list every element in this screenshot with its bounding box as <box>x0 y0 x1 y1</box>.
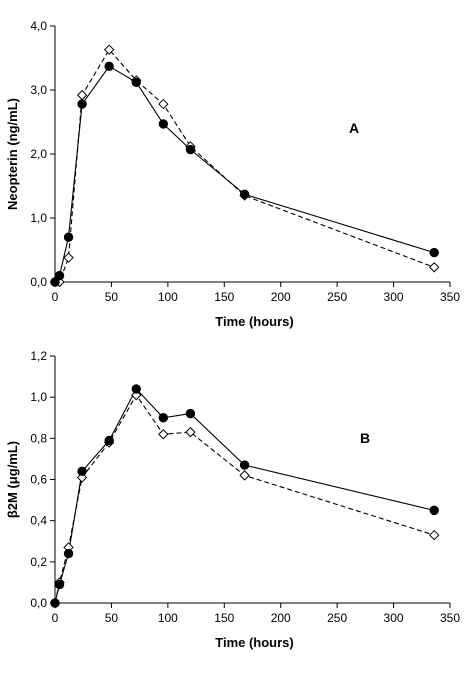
chart-b-series-1-point <box>104 435 114 446</box>
chart-a-series-2-point <box>76 89 88 101</box>
chart-a-x-tick-label: 200 <box>271 290 291 304</box>
chart-a-series-1-point <box>239 189 250 200</box>
chart-b-series-1-point <box>63 548 74 559</box>
chart-a-series-1-point <box>77 99 87 109</box>
chart-b-x-tick-label: 50 <box>105 611 119 625</box>
chart-a-series-2-point <box>63 252 74 263</box>
chart-a-y-tick-label: 3,0 <box>30 83 47 97</box>
chart-a-y-axis-label: Neopterin (ng/mL) <box>5 98 20 210</box>
chart-a-series-1-point <box>50 277 60 287</box>
chart-b-series-2-line <box>54 394 435 604</box>
chart-b-y-tick-label: 0,6 <box>30 473 47 487</box>
chart-a-series-1-line <box>54 65 435 283</box>
chart-b-y-axis-label: β2M (μg/mL) <box>5 441 20 518</box>
chart-b-series-2-point <box>131 389 142 401</box>
chart-panel-b: 0,0 0,2 0,4 0,6 0,8 1,0 1,2 0 50 100 150 200 250 300 3… <box>5 349 460 650</box>
chart-a-y-tick-label: 0,0 <box>30 275 47 289</box>
chart-a-y-tick-label: 2,0 <box>30 147 47 161</box>
chart-b-series-1-point <box>131 384 141 394</box>
chart-b-x-tick-label: 200 <box>271 611 291 625</box>
chart-b-series-1-point <box>239 460 250 470</box>
chart-a-panel-label: A <box>349 120 359 136</box>
chart-a-x-tick-label: 100 <box>158 290 178 304</box>
chart-a-x-tick-label: 150 <box>214 290 234 304</box>
chart-a-series-1-point <box>131 77 141 88</box>
chart-b-x-tick-label: 0 <box>52 611 59 625</box>
chart-b-series-1-point <box>158 413 169 423</box>
chart-b-series-1-point <box>50 598 60 608</box>
chart-a-series-1-point <box>185 144 196 155</box>
chart-a-x-tick-label: 350 <box>440 290 460 304</box>
chart-panel-a: 0,0 1,0 2,0 3,0 4,0 0 50 100 150 200 250 300 350 Time… <box>5 19 460 329</box>
chart-a-series-1-point <box>429 247 439 258</box>
chart-b-series-2-point <box>239 470 250 481</box>
chart-b-x-tick-label: 100 <box>158 611 178 625</box>
chart-b-x-axis-label: Time (hours) <box>215 635 294 650</box>
chart-a-series-1-point <box>54 270 65 281</box>
chart-a-x-tick-label: 250 <box>327 290 347 304</box>
chart-b-x-tick-label: 300 <box>384 611 404 625</box>
chart-b-series-2-point <box>428 529 440 541</box>
chart-b-series-1-line <box>54 387 435 604</box>
chart-a-x-tick-label: 300 <box>384 290 404 304</box>
chart-a-y-tick-label: 1,0 <box>30 211 47 225</box>
chart-b-y-tick-label: 1,2 <box>30 349 47 363</box>
chart-b-series-1-point <box>185 408 196 419</box>
chart-a-series-2-point <box>103 44 115 55</box>
chart-b-panel-label: B <box>360 430 370 446</box>
chart-a-x-tick-label: 50 <box>105 290 119 304</box>
chart-b-series-1-point <box>54 579 65 590</box>
chart-a-x-tick-label: 0 <box>52 290 59 304</box>
chart-a-series-1-point <box>158 119 169 129</box>
chart-a-x-axis-label: Time (hours) <box>215 314 294 329</box>
chart-a-series-2-line <box>55 48 435 283</box>
chart-a-series-1-point <box>104 61 114 72</box>
chart-b-y-tick-label: 0,8 <box>30 431 47 445</box>
chart-b-series-2-point <box>185 426 196 438</box>
chart-b-x-tick-label: 350 <box>440 611 460 625</box>
chart-b-y-tick-label: 0,2 <box>30 555 47 569</box>
chart-a-y-tick-label: 4,0 <box>30 19 47 33</box>
chart-b-series-2-point <box>158 429 169 440</box>
chart-b-y-tick-label: 1,0 <box>30 390 47 404</box>
chart-b-series-1-point <box>429 505 439 516</box>
chart-a-series-1-point <box>63 232 74 242</box>
chart-a-series-2-point <box>428 262 440 273</box>
chart-b-y-tick-label: 0,0 <box>30 596 47 610</box>
chart-a-series-2-point <box>158 98 169 110</box>
chart-b-x-tick-label: 150 <box>214 611 234 625</box>
chart-b-x-tick-label: 250 <box>327 611 347 625</box>
chart-b-series-1-point <box>77 466 87 476</box>
chart-b-y-tick-label: 0,4 <box>30 514 47 528</box>
